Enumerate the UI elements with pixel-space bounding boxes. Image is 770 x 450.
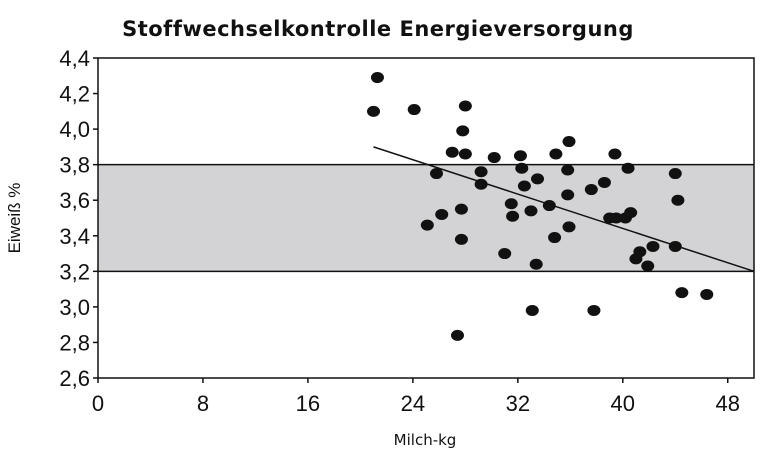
- data-point: [429, 168, 443, 180]
- data-point: [597, 176, 611, 188]
- y-axis-label: Eiweiß %: [5, 183, 24, 254]
- data-point: [531, 173, 545, 185]
- data-point: [513, 150, 527, 162]
- data-point: [420, 219, 434, 231]
- data-points: [367, 72, 714, 341]
- data-point: [517, 180, 531, 192]
- data-point: [529, 258, 543, 270]
- data-point: [671, 194, 685, 206]
- x-tick-label: 0: [92, 391, 104, 416]
- data-point: [456, 125, 470, 137]
- y-tick-label: 3,0: [59, 295, 90, 320]
- data-point: [548, 232, 562, 244]
- x-tick-label: 32: [506, 391, 530, 416]
- data-point: [435, 208, 449, 220]
- data-point: [629, 253, 643, 265]
- data-point: [525, 304, 539, 316]
- y-tick-label: 3,4: [59, 224, 90, 249]
- data-point: [584, 184, 598, 196]
- y-tick-label: 3,2: [59, 259, 90, 284]
- data-point: [587, 304, 601, 316]
- data-point: [524, 205, 538, 217]
- data-point: [498, 248, 512, 260]
- data-point: [668, 168, 682, 180]
- data-point: [609, 212, 623, 224]
- data-point: [474, 166, 488, 178]
- reference-band: [98, 164, 754, 272]
- data-point: [624, 207, 638, 219]
- data-point: [561, 164, 575, 176]
- data-point: [450, 329, 464, 341]
- x-tick-label: 8: [197, 391, 209, 416]
- data-point: [487, 152, 501, 164]
- data-point: [608, 148, 622, 160]
- data-point: [454, 233, 468, 245]
- data-point: [458, 148, 472, 160]
- chart-title: Stoffwechselkontrolle Energieversorgung: [122, 17, 634, 41]
- x-axis-label: Milch-kg: [394, 431, 457, 449]
- x-axis-ticks: 0 8 16 24 32 40 48: [92, 378, 740, 416]
- data-point: [454, 203, 468, 215]
- data-point: [458, 100, 472, 112]
- data-point: [700, 288, 714, 300]
- data-point: [367, 105, 381, 117]
- data-point: [506, 210, 520, 222]
- y-tick-label: 2,6: [59, 366, 90, 391]
- x-tick-label: 24: [401, 391, 425, 416]
- data-point: [370, 72, 384, 84]
- y-tick-label: 3,8: [59, 153, 90, 178]
- data-point: [504, 198, 518, 210]
- trend-line: [373, 146, 755, 273]
- x-tick-label: 16: [296, 391, 320, 416]
- y-tick-label: 4,0: [59, 117, 90, 142]
- y-axis-ticks: 2,6 2,8 3,0 3,2 3,4 3,6 3,8 4,0 4,2 4,4: [59, 46, 98, 391]
- data-point: [561, 189, 575, 201]
- data-point: [407, 104, 421, 116]
- data-point: [641, 260, 655, 272]
- y-tick-label: 3,6: [59, 188, 90, 213]
- data-point: [562, 136, 576, 148]
- y-tick-label: 4,4: [59, 46, 90, 71]
- plot-frame: [97, 57, 755, 379]
- data-point: [668, 240, 682, 252]
- data-point: [646, 240, 660, 252]
- data-point: [445, 146, 459, 158]
- y-tick-label: 2,8: [59, 330, 90, 355]
- data-point: [549, 148, 563, 160]
- y-tick-label: 4,2: [59, 82, 90, 107]
- data-point: [675, 287, 689, 299]
- data-point: [562, 221, 576, 233]
- x-tick-label: 48: [716, 391, 740, 416]
- x-tick-label: 40: [611, 391, 635, 416]
- data-point: [515, 162, 529, 174]
- data-point: [621, 162, 635, 174]
